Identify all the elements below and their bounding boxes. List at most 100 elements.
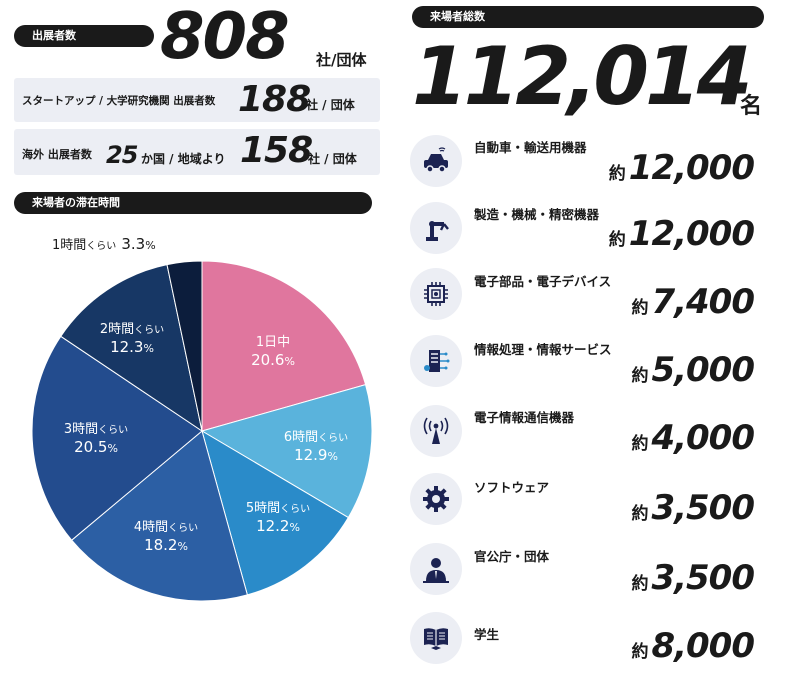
approx-label: 約: [631, 642, 649, 662]
pie-label-6-kurai: くらい: [318, 433, 349, 444]
category-label: 官公庁・団体: [474, 549, 550, 564]
pie-label-4-kurai: くらい: [168, 523, 199, 534]
visitors-label-pill: 来場者総数: [412, 6, 764, 28]
chip-icon: [410, 268, 462, 320]
pie-label-6-pct: 12.9: [294, 446, 328, 464]
startup-unit: 社 / 団体: [306, 98, 355, 112]
category-label: ソフトウェア: [474, 480, 550, 495]
pie-label-6-time: 6時間: [283, 430, 319, 445]
pie-label-0-unit: %: [145, 239, 156, 252]
pie-label-5-kurai: くらい: [280, 504, 311, 515]
antenna-icon: [410, 405, 462, 457]
category-number: 7,400: [651, 282, 755, 322]
category-value: 約3,500: [631, 488, 755, 528]
exhibitors-label-pill: 出展者数: [14, 25, 154, 47]
pie-label-4: 4時間くらい 18.2%: [116, 516, 216, 554]
startup-label: スタートアップ / 大学研究機関 出展者数: [22, 95, 216, 107]
overseas-unit: 社 / 団体: [308, 152, 357, 166]
chart-title: 来場者の滞在時間: [32, 196, 120, 209]
pie-slice-3: [70, 430, 248, 602]
visitors-label: 来場者総数: [430, 10, 485, 23]
pie-label-5-unit: %: [289, 521, 300, 534]
category-value: 約3,500: [631, 558, 755, 598]
category-number: 5,000: [651, 350, 755, 390]
car-icon: [410, 135, 462, 187]
pie-slice-0: [201, 260, 367, 432]
pie-label-3-time: 3時間: [63, 422, 99, 437]
pie-label-6: 6時間くらい 12.9%: [266, 426, 366, 464]
pie-label-5: 5時間くらい 12.2%: [228, 497, 328, 535]
category-value: 約8,000: [631, 626, 755, 666]
approx-label: 約: [631, 574, 649, 594]
pie-label-3-pct: 20.5: [74, 438, 108, 456]
book-icon: [410, 612, 462, 664]
pie-label-5-pct: 12.2: [256, 517, 290, 535]
overseas-label: 海外 出展者数: [22, 148, 92, 161]
pie-label-0: 1時間くらい 3.3%: [52, 234, 212, 253]
pie-label-0-kurai: くらい: [86, 241, 117, 252]
approx-label: 約: [631, 298, 649, 318]
exhibitors-unit: 社/団体: [316, 51, 367, 69]
category-number: 3,500: [651, 488, 755, 528]
overseas-countries-unit: か国 / 地域より: [141, 152, 226, 166]
category-label: 製造・機械・精密機器: [474, 207, 600, 222]
approx-label: 約: [631, 366, 649, 386]
pie-label-1-time: 1日中: [255, 335, 291, 350]
pie-label-4-time: 4時間: [133, 520, 169, 535]
pie-slice-6: [166, 260, 203, 432]
exhibitors-label: 出展者数: [32, 29, 76, 42]
approx-label: 約: [608, 230, 626, 250]
category-value: 約5,000: [631, 350, 755, 390]
server-icon: [410, 335, 462, 387]
pie-label-2-time: 2時間: [99, 322, 135, 337]
category-number: 12,000: [628, 148, 755, 188]
category-label: 電子情報通信機器: [474, 410, 575, 425]
pie-label-2: 2時間くらい 12.3%: [82, 318, 182, 356]
person-icon: [410, 543, 462, 595]
pie-slice-4: [31, 335, 203, 541]
category-value: 約4,000: [631, 418, 755, 458]
visitors-unit: 名: [740, 94, 763, 119]
pie-label-2-unit: %: [143, 342, 154, 355]
stay-time-title-pill: 来場者の滞在時間: [14, 192, 372, 214]
startup-count: 188: [238, 79, 311, 120]
pie-label-0-pct: 3.3: [121, 235, 146, 253]
pie-slice-5: [60, 264, 203, 433]
category-value: 約12,000: [608, 214, 755, 254]
approx-label: 約: [608, 164, 626, 184]
category-number: 8,000: [651, 626, 755, 666]
pie-label-5-time: 5時間: [245, 501, 281, 516]
pie-label-1: 1日中 20.6%: [238, 331, 308, 369]
approx-label: 約: [631, 504, 649, 524]
exhibitors-count: 808: [160, 0, 290, 74]
category-label: 情報処理・情報サービス: [474, 342, 612, 357]
visitors-total: 112,014: [412, 30, 752, 123]
overseas-panel: [14, 129, 380, 175]
category-number: 12,000: [628, 214, 755, 254]
startup-panel: [14, 78, 380, 122]
overseas-countries: 25: [106, 141, 138, 169]
category-value: 約12,000: [608, 148, 755, 188]
pie-slice-1: [200, 383, 373, 519]
pie-label-3-kurai: くらい: [98, 425, 129, 436]
pie-label-6-unit: %: [327, 450, 338, 463]
pie-label-2-kurai: くらい: [134, 325, 165, 336]
pie-label-0-time: 1時間: [52, 238, 87, 253]
pie-label-3: 3時間くらい 20.5%: [46, 418, 146, 456]
category-label: 電子部品・電子デバイス: [474, 274, 612, 289]
pie-label-1-unit: %: [284, 355, 295, 368]
pie-label-4-unit: %: [177, 540, 188, 553]
category-number: 3,500: [651, 558, 755, 598]
pie-slice-2: [201, 429, 350, 596]
pie-label-4-pct: 18.2: [144, 536, 178, 554]
category-value: 約7,400: [631, 282, 755, 322]
approx-label: 約: [631, 434, 649, 454]
category-label: 学生: [474, 627, 500, 642]
pie-label-2-pct: 12.3: [110, 338, 144, 356]
gear-icon: [410, 473, 462, 525]
overseas-count: 158: [240, 130, 313, 171]
category-number: 4,000: [651, 418, 755, 458]
category-label: 自動車・輸送用機器: [474, 140, 587, 155]
pie-label-3-unit: %: [107, 442, 118, 455]
